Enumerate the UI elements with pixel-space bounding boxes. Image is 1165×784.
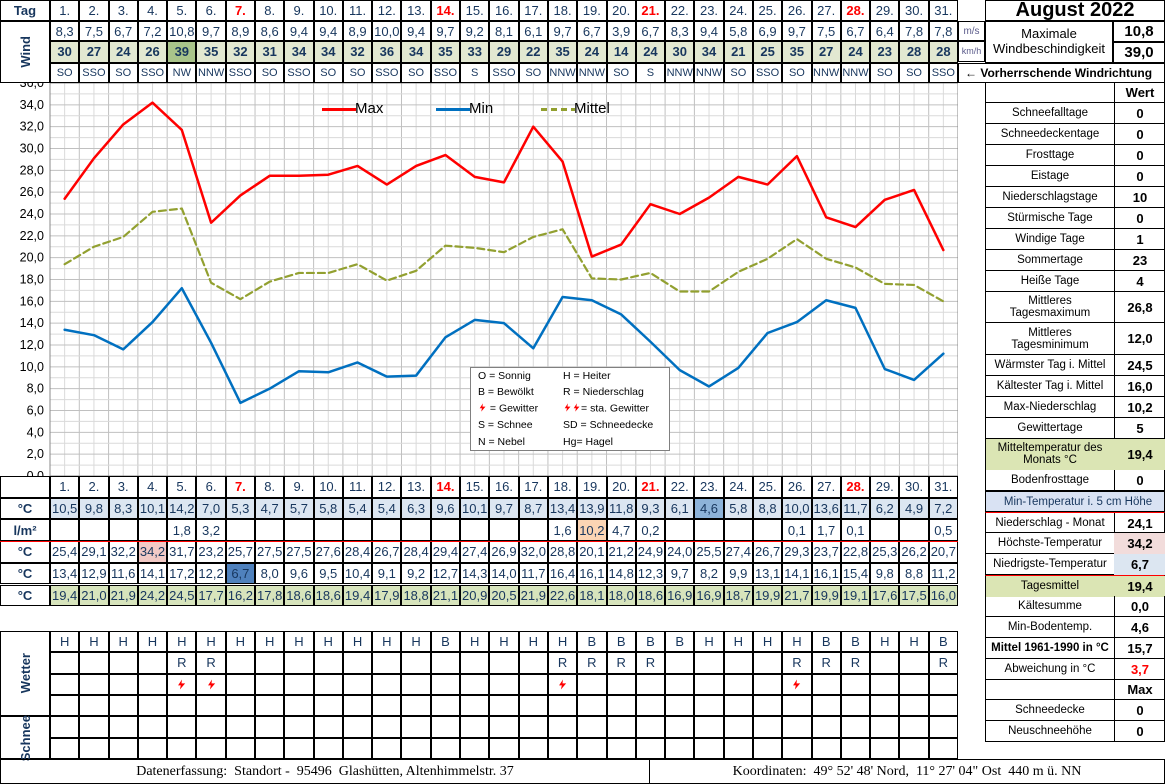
svg-text:30,0: 30,0 <box>20 142 44 156</box>
svg-text:14,0: 14,0 <box>20 316 44 330</box>
svg-text:16,0: 16,0 <box>20 294 44 308</box>
svg-text:18,0: 18,0 <box>20 273 44 287</box>
svg-text:20,0: 20,0 <box>20 251 44 265</box>
svg-text:22,0: 22,0 <box>20 229 44 243</box>
svg-text:12,0: 12,0 <box>20 338 44 352</box>
svg-text:24,0: 24,0 <box>20 207 44 221</box>
svg-text:4,0: 4,0 <box>27 425 44 439</box>
svg-text:32,0: 32,0 <box>20 120 44 134</box>
svg-text:8,0: 8,0 <box>27 382 44 396</box>
svg-text:36,0: 36,0 <box>20 83 44 90</box>
svg-text:26,0: 26,0 <box>20 185 44 199</box>
svg-text:0,0: 0,0 <box>27 469 44 476</box>
svg-text:2,0: 2,0 <box>27 447 44 461</box>
svg-text:10,0: 10,0 <box>20 360 44 374</box>
svg-text:6,0: 6,0 <box>27 404 44 418</box>
svg-text:34,0: 34,0 <box>20 98 44 112</box>
svg-text:28,0: 28,0 <box>20 163 44 177</box>
